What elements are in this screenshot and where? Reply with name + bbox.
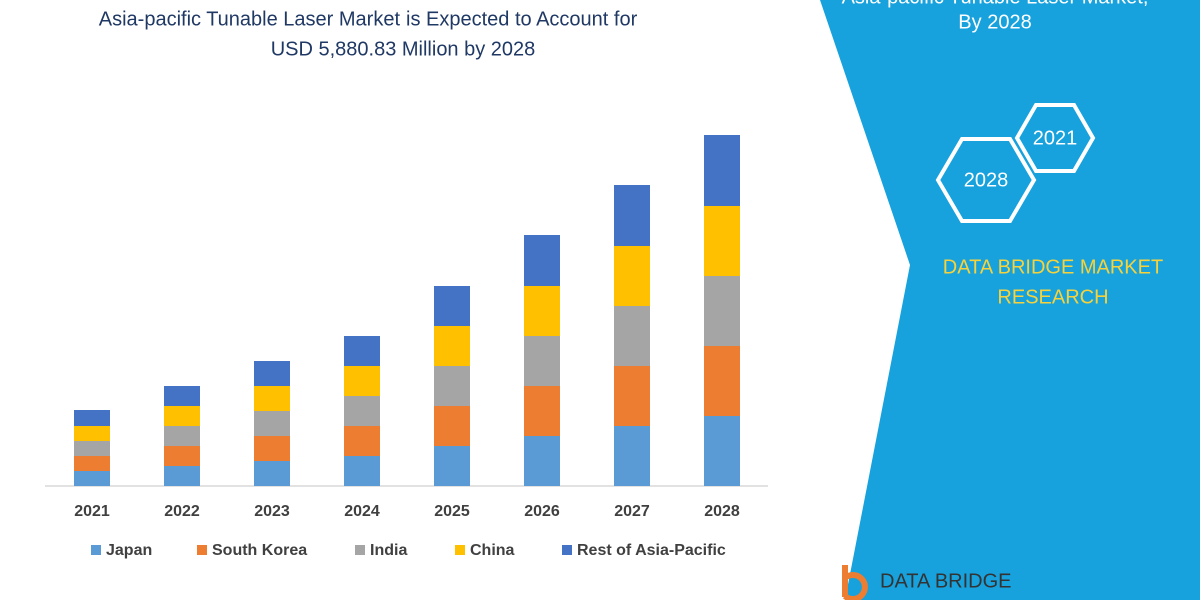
hexagon-label: 2021 — [1033, 127, 1078, 149]
bar-segment — [434, 366, 470, 406]
bar-segment — [614, 366, 650, 426]
logo-text: DATA BRIDGE — [880, 570, 1012, 592]
bar-segment — [74, 410, 110, 426]
bar-segment — [524, 436, 560, 486]
hexagon — [935, 137, 1037, 223]
brand: DATA BRIDGE MARKET — [943, 256, 1163, 278]
legend-label: India — [370, 542, 407, 559]
x-tick-label: 2021 — [74, 503, 110, 520]
bar-segment — [704, 276, 740, 346]
bar-segment — [254, 386, 290, 411]
bar-segment — [74, 426, 110, 441]
bar-segment — [254, 361, 290, 386]
bar-segment — [164, 386, 200, 406]
x-tick-label: 2027 — [614, 503, 650, 520]
hexagon — [1014, 103, 1096, 173]
legend-label: South Korea — [212, 542, 307, 559]
bar-segment — [434, 326, 470, 366]
chart-title: is Expected to Account for — [406, 8, 638, 30]
legend-label: China — [470, 542, 515, 559]
bar-segment — [704, 416, 740, 486]
x-tick-label: 2025 — [434, 503, 470, 520]
legend-swatch — [455, 545, 465, 555]
bar-segment — [254, 436, 290, 461]
bar-segment — [704, 206, 740, 276]
x-tick-label: 2024 — [344, 503, 380, 520]
bar-segment — [524, 336, 560, 386]
brand: RESEARCH — [997, 286, 1108, 308]
bar-segment — [74, 456, 110, 471]
legend-swatch — [355, 545, 365, 555]
bar-segment — [344, 396, 380, 426]
bar-segment — [614, 426, 650, 486]
bar-segment — [704, 346, 740, 416]
legend-swatch — [91, 545, 101, 555]
chart-title: USD 5,880.83 Million by 2028 — [271, 38, 536, 60]
bar-segment — [164, 426, 200, 446]
bar-segment — [344, 426, 380, 456]
hexagon-label: 2028 — [964, 169, 1009, 191]
bar-segment — [434, 446, 470, 486]
legend-label: Rest of Asia-Pacific — [577, 542, 726, 559]
bar-segment — [254, 461, 290, 486]
bar-segment — [524, 235, 560, 286]
bar-segment — [614, 185, 650, 246]
chart-title: Asia-pacific Tunable Laser Market — [99, 8, 401, 30]
x-tick-label: 2022 — [164, 503, 200, 520]
x-tick-label: 2026 — [524, 503, 560, 520]
bar-segment — [164, 466, 200, 486]
x-tick-label: 2028 — [704, 503, 740, 520]
bar-segment — [434, 286, 470, 326]
bar-segment — [344, 336, 380, 366]
bar-segment — [344, 456, 380, 486]
bar-segment — [614, 306, 650, 366]
bar-segment — [164, 446, 200, 466]
bar-segment — [164, 406, 200, 426]
logo-icon — [842, 565, 868, 600]
bar-segment — [254, 411, 290, 436]
side-title: Asia-pacific Tunable Laser Market, — [842, 0, 1149, 8]
legend-swatch — [562, 545, 572, 555]
bar-segment — [524, 386, 560, 436]
bar-segment — [524, 286, 560, 336]
bar-segment — [344, 366, 380, 396]
bar-segment — [704, 135, 740, 206]
legend-label: Japan — [106, 542, 152, 559]
bar-segment — [74, 441, 110, 456]
legend-swatch — [197, 545, 207, 555]
side-panel — [820, 0, 1200, 600]
bar-segment — [74, 471, 110, 486]
x-tick-label: 2023 — [254, 503, 290, 520]
bar-segment — [614, 246, 650, 306]
bar-segment — [434, 406, 470, 446]
side-title: By 2028 — [958, 11, 1031, 33]
